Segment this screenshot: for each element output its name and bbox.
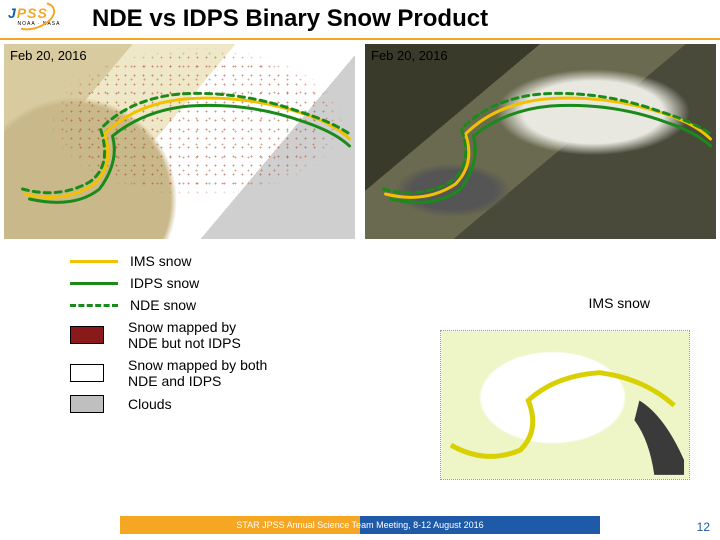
footer-text: STAR JPSS Annual Science Team Meeting, 8… [236, 520, 483, 530]
idps-label: IDPS snow [130, 275, 199, 291]
nde-swatch [70, 304, 118, 307]
clouds-swatch [70, 395, 104, 413]
nde-line [23, 93, 350, 192]
nde-not-idps-swatch [70, 326, 104, 344]
mini-snow-tail [634, 400, 684, 474]
nde-label: NDE snow [130, 297, 196, 313]
idps-swatch [70, 282, 118, 285]
footer-bar: STAR JPSS Annual Science Team Meeting, 8… [120, 516, 600, 534]
map-left-overlay [4, 44, 355, 239]
legend-ims: IMS snow [70, 253, 720, 269]
maps-row: Feb 20, 2016 Feb 20, 2016 [0, 40, 720, 239]
ims-swatch [70, 260, 118, 263]
map-right: Feb 20, 2016 [365, 44, 716, 239]
map-left: Feb 20, 2016 [4, 44, 355, 239]
both-label: Snow mapped by both NDE and IDPS [128, 357, 267, 389]
legend-idps: IDPS snow [70, 275, 720, 291]
ims-label: IMS snow [130, 253, 191, 269]
map-left-date: Feb 20, 2016 [10, 48, 87, 63]
ims-line [25, 98, 350, 197]
page-number: 12 [697, 520, 710, 534]
clouds-label: Clouds [128, 396, 172, 412]
legend-right-ims: IMS snow [589, 295, 650, 311]
nde-not-idps-label: Snow mapped by NDE but not IDPS [128, 319, 241, 351]
jpss-logo: JPSS NOAA · NASA [8, 5, 70, 33]
page-title: NDE vs IDPS Binary Snow Product [92, 5, 488, 33]
ims-line-right [386, 98, 711, 197]
mini-map-overlay [441, 331, 689, 480]
header-bar: JPSS NOAA · NASA NDE vs IDPS Binary Snow… [0, 0, 720, 40]
map-right-date: Feb 20, 2016 [371, 48, 448, 63]
mini-map [440, 330, 690, 480]
both-swatch [70, 364, 104, 382]
nde-line-right [384, 93, 711, 192]
map-right-overlay [365, 44, 716, 239]
